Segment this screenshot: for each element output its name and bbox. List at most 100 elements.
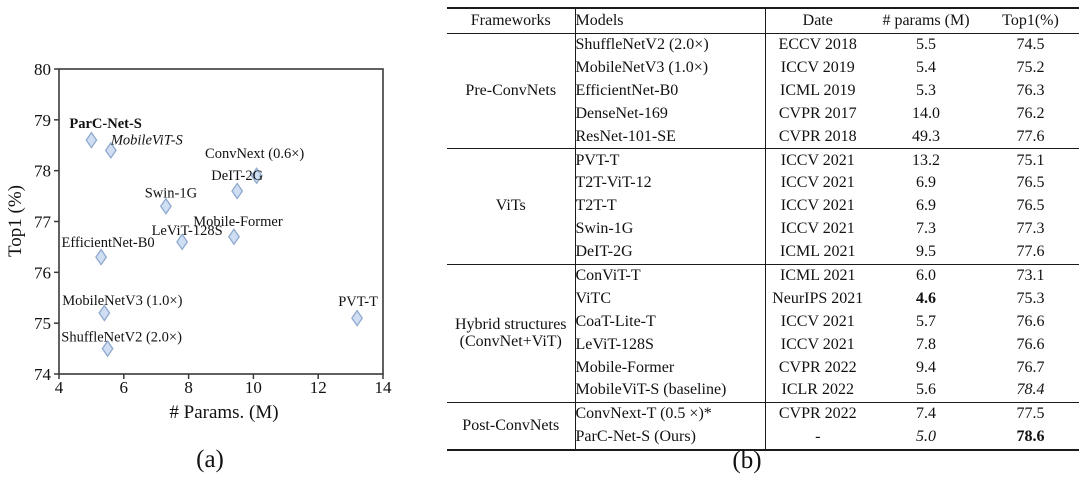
table-row: ResNet-101-SE CVPR 2018 49.3 77.6 <box>447 125 1079 149</box>
model-cell: T2T-T <box>575 195 766 219</box>
scatter-point <box>351 309 364 327</box>
header-top1: Top1(%) <box>982 8 1079 34</box>
model-cell: PVT-T <box>575 148 766 173</box>
point-label: MobileViT-S <box>110 132 184 148</box>
top1-cell: 75.1 <box>982 148 1079 173</box>
params-cell: 49.3 <box>912 127 940 145</box>
scatter-point <box>231 182 244 200</box>
table-row: MobileNetV3 (1.0×) ICCV 2019 5.4 75.2 <box>447 56 1079 80</box>
scatter-point <box>98 304 111 322</box>
scatter-point <box>250 167 263 185</box>
framework-cell: Pre-ConvNets <box>447 32 576 149</box>
scatter-point <box>85 131 98 149</box>
top1-cell: 76.3 <box>1016 81 1045 99</box>
framework-cell: ViTs <box>447 148 576 265</box>
scatter-point <box>227 228 240 246</box>
comparison-table: Frameworks Models Date # params (M) Top1… <box>447 7 1079 452</box>
table-row: ViTs PVT-T ICCV 2021 13.2 75.1 <box>447 148 1079 265</box>
params-cell: 5.6 <box>916 381 936 399</box>
params-cell: 13.2 <box>870 148 982 173</box>
model-cell: ConvNext-T (0.5 ×)* <box>575 402 766 427</box>
scatter-point <box>104 141 117 159</box>
header-models: Models <box>575 8 766 34</box>
model-cell: ResNet-101-SE <box>575 125 766 149</box>
top1-cell: 78.6 <box>1016 428 1045 446</box>
top1-cell: 76.7 <box>1016 358 1045 376</box>
x-tick-label: 10 <box>245 378 262 397</box>
model-cell: Mobile-Former <box>575 356 766 380</box>
header-frameworks: Frameworks <box>447 8 576 34</box>
date-cell: ICML 2021 <box>765 263 870 288</box>
point-label: PVT-T <box>338 294 378 310</box>
table-row: CoaT-Lite-T ICCV 2021 5.7 76.6 <box>447 310 1079 334</box>
top1-cell: 76.6 <box>1016 335 1045 353</box>
y-axis-title: Top1 (%) <box>5 185 26 257</box>
table-row: ViTC NeurIPS 2021 4.6 75.3 <box>447 287 1079 311</box>
scatter-plot: Top1 (%) # Params. (M) (a) 4 6 8 10 12 14 74 75… <box>5 60 393 473</box>
scatter-point <box>159 197 172 215</box>
model-cell: EfficientNet-B0 <box>575 79 766 103</box>
table-row: Swin-1G ICCV 2021 7.3 77.3 <box>447 218 1079 242</box>
scatter-point <box>176 233 189 251</box>
model-cell: ConViT-T <box>575 263 766 288</box>
params-cell: 7.3 <box>916 220 936 238</box>
x-tick-label: 4 <box>55 378 64 397</box>
params-cell: 7.8 <box>916 335 936 353</box>
top1-cell: 74.5 <box>982 32 1079 57</box>
y-tick-label: 80 <box>34 60 51 79</box>
point-label: Mobile-Former <box>193 214 283 230</box>
date-cell: ICCV 2021 <box>780 312 855 330</box>
date-cell: ICCV 2021 <box>780 197 855 215</box>
model-cell: ParC-Net-S (Ours) <box>575 426 766 451</box>
params-cell: 5.0 <box>916 428 936 446</box>
x-tick-label: 14 <box>375 378 393 397</box>
header-params: # params (M) <box>870 8 982 34</box>
params-cell: 6.0 <box>870 263 982 288</box>
params-cell: 5.7 <box>916 312 936 330</box>
table-row: Mobile-Former CVPR 2022 9.4 76.7 <box>447 356 1079 380</box>
date-cell: ICCV 2021 <box>765 148 870 173</box>
y-tick-label: 74 <box>34 365 52 384</box>
x-tick-label: 8 <box>184 378 193 397</box>
table-row: LeViT-128S ICCV 2021 7.8 76.6 <box>447 333 1079 357</box>
y-tick-label: 77 <box>34 213 52 232</box>
point-label: MobileNetV3 (1.0×) <box>62 293 182 309</box>
framework-cell: Hybrid structures (ConvNet+ViT) <box>447 263 576 403</box>
header-date: Date <box>765 8 870 34</box>
top1-cell: 76.6 <box>1016 312 1045 330</box>
date-cell: ICLR 2022 <box>781 381 854 399</box>
params-cell: 4.6 <box>916 289 936 307</box>
table-row: DenseNet-169 CVPR 2017 14.0 76.2 <box>447 102 1079 126</box>
model-cell: CoaT-Lite-T <box>575 310 766 334</box>
y-tick-label: 78 <box>34 162 51 181</box>
top1-cell: 75.2 <box>1016 58 1045 76</box>
date-cell: CVPR 2022 <box>778 358 857 376</box>
scatter-point <box>95 248 108 266</box>
model-cell: LeViT-128S <box>575 333 766 357</box>
params-cell: 9.4 <box>916 358 936 376</box>
table-row: T2T-T ICCV 2021 6.9 76.5 <box>447 195 1079 219</box>
subfigure-caption-a: (a) <box>196 446 224 473</box>
params-cell: 5.3 <box>916 81 936 99</box>
date-cell: ICML 2021 <box>780 243 856 261</box>
top1-cell: 76.5 <box>1016 197 1045 215</box>
date-cell: ICCV 2021 <box>780 335 855 353</box>
date-cell: ICCV 2021 <box>780 174 855 192</box>
point-label: Swin-1G <box>145 185 198 201</box>
top1-cell: 76.5 <box>1016 174 1045 192</box>
table-row: ParC-Net-S (Ours) - 5.0 78.6 <box>447 426 1079 451</box>
framework-cell: Post-ConvNets <box>447 402 576 451</box>
table-row: Post-ConvNets ConvNext-T (0.5 ×)* CVPR 202… <box>447 402 1079 451</box>
point-label: EfficientNet-B0 <box>62 235 155 251</box>
y-tick-label: 79 <box>34 111 51 130</box>
date-cell: ECCV 2018 <box>765 32 870 57</box>
date-cell: CVPR 2018 <box>778 127 857 145</box>
point-label: DeIT-2G <box>211 168 263 184</box>
point-label: ShuffleNetV2 (2.0×) <box>61 330 182 346</box>
top1-cell: 77.6 <box>1016 243 1045 261</box>
x-tick-label: 12 <box>310 378 327 397</box>
params-cell: 14.0 <box>912 104 940 122</box>
date-cell: - <box>815 428 821 446</box>
params-cell: 5.5 <box>870 32 982 57</box>
